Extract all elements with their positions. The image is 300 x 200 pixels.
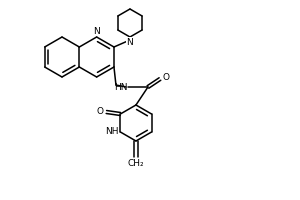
Text: O: O [163, 73, 170, 82]
Text: N: N [93, 27, 100, 36]
Text: NH: NH [105, 128, 119, 136]
Text: O: O [96, 108, 103, 116]
Text: CH₂: CH₂ [128, 159, 144, 168]
Text: N: N [127, 38, 133, 47]
Text: HN: HN [115, 82, 128, 92]
